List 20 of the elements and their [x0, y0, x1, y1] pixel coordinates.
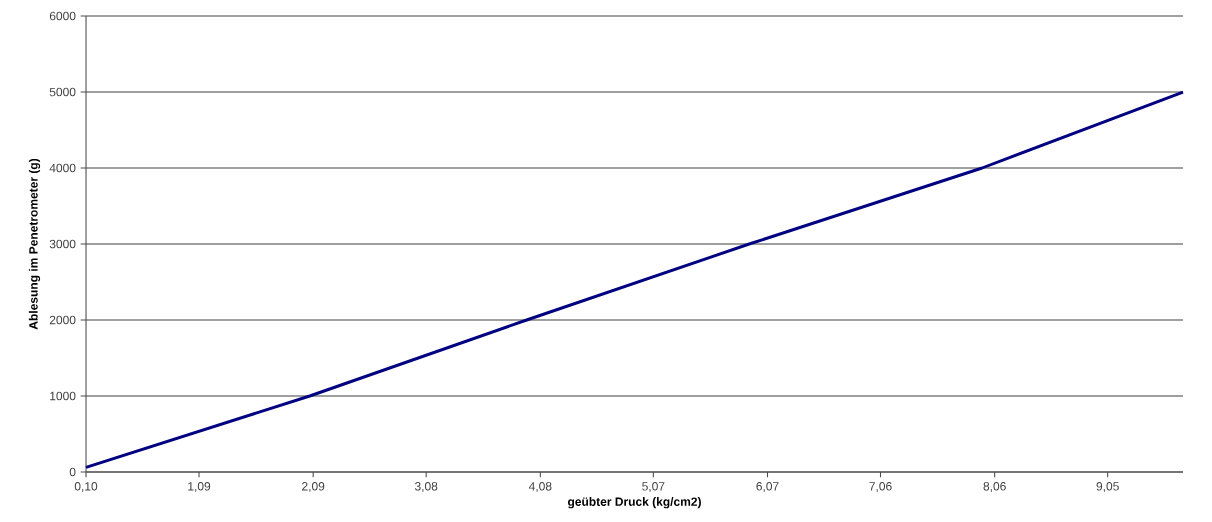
x-tick-label: 8,06: [983, 482, 1006, 492]
y-tick-label: 5000: [49, 87, 76, 97]
x-tick-label: 6,07: [756, 482, 779, 492]
x-tick-label: 0,10: [74, 482, 98, 492]
x-tick-label: 2,09: [302, 482, 325, 492]
line-series: [84, 90, 1185, 469]
y-tick-label: 2000: [49, 315, 76, 325]
y-tick-label: 6000: [49, 11, 76, 21]
x-axis-title: geübter Druck (kg/cm2): [568, 497, 701, 509]
x-tick-label: 9,05: [1096, 482, 1119, 492]
x-tick-label: 1,09: [188, 482, 211, 492]
y-tick-label: 3000: [49, 239, 76, 249]
x-tick-label: 3,08: [414, 482, 438, 492]
x-tick-label: 5,07: [642, 482, 665, 492]
y-tick-label: 1000: [50, 391, 76, 401]
x-tick-label: 7,06: [869, 482, 892, 492]
y-axis-title: Ablesung im Penetrometer (g): [28, 158, 41, 330]
y-tick-label: 0: [69, 467, 76, 477]
x-tick-label: 4,08: [528, 482, 552, 492]
y-tick-label: 4000: [49, 163, 76, 173]
